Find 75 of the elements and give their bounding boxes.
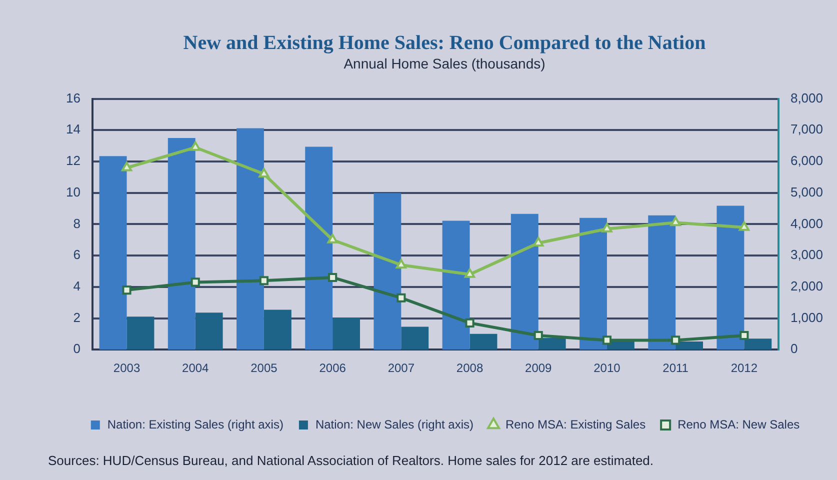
point [533, 237, 544, 247]
bar [99, 156, 127, 350]
point [738, 221, 750, 231]
y-tick-label: 14 [66, 122, 80, 137]
point [740, 330, 749, 340]
bar [538, 338, 566, 350]
bar [236, 128, 264, 350]
bar [442, 220, 470, 350]
point [396, 258, 406, 268]
point [465, 318, 474, 328]
x-tick-label: 2012 [730, 361, 758, 376]
point [327, 234, 338, 244]
bar [126, 316, 154, 350]
y2-tick-label: 3,000 [790, 247, 824, 262]
x-tick-label: 2003 [113, 361, 140, 376]
y2-tick-label: 4,000 [790, 216, 824, 231]
legend-label: Reno MSA: Existing Sales [506, 417, 646, 432]
chart-title: New and Existing Home Sales: Reno Compared to the Nation [183, 32, 706, 54]
y2-tick-label: 0 [790, 341, 798, 356]
y-tick-label: 10 [66, 184, 80, 200]
legend-label: Reno MSA: New Sales [678, 417, 800, 432]
point [259, 276, 268, 286]
point [190, 141, 201, 151]
x-tick-label: 2004 [182, 361, 210, 376]
chart-subtitle: Annual Home Sales (thousands) [344, 55, 546, 72]
point [122, 286, 132, 295]
bar [676, 341, 704, 350]
bar [580, 218, 607, 350]
y2-tick-label: 5,000 [790, 184, 824, 200]
y2-tick-label: 6,000 [790, 153, 824, 168]
bar [606, 341, 634, 350]
bar [744, 338, 772, 350]
y-tick-label: 12 [66, 153, 80, 168]
bar [374, 193, 402, 350]
y2-tick-label: 2,000 [790, 278, 824, 294]
y-tick-label: 8 [73, 216, 80, 231]
legend-label: Nation: New Sales (right axis) [315, 417, 474, 432]
bar [401, 326, 429, 350]
bar [305, 146, 333, 350]
y-tick-label: 2 [73, 310, 80, 325]
bar [716, 206, 744, 350]
x-tick-label: 2005 [250, 361, 278, 376]
y-tick-label: 0 [73, 341, 80, 356]
point [464, 268, 476, 278]
y2-tick-label: 8,000 [790, 90, 824, 106]
y-tick-label: 16 [66, 90, 80, 106]
source-note: Sources: HUD/Census Bureau, and National Association of Realtors. Home sales for 2012 are estimated. [48, 453, 654, 468]
bar [168, 138, 196, 350]
point [328, 272, 338, 282]
y-tick-label: 6 [73, 247, 80, 262]
point [670, 216, 681, 226]
point [602, 336, 612, 345]
x-tick-label: 2011 [662, 361, 689, 376]
bar [470, 334, 498, 350]
point [190, 278, 200, 287]
bar [195, 312, 223, 350]
x-tick-label: 2009 [525, 361, 552, 376]
x-tick-label: 2006 [319, 361, 346, 376]
bar [264, 310, 292, 350]
bar [510, 214, 538, 350]
bar [332, 318, 360, 350]
x-tick-label: 2010 [594, 361, 621, 376]
point [396, 293, 406, 302]
legend-label: Nation: Existing Sales (right axis) [107, 417, 284, 432]
y2-tick-label: 1,000 [790, 310, 824, 325]
y2-tick-label: 7,000 [790, 122, 824, 137]
bar [648, 215, 676, 350]
x-tick-label: 2008 [456, 361, 484, 376]
point [258, 168, 270, 178]
point [534, 330, 543, 340]
point [121, 162, 132, 172]
point [602, 222, 612, 232]
point [671, 336, 680, 345]
x-tick-label: 2007 [388, 361, 415, 376]
y-tick-label: 4 [73, 278, 80, 294]
